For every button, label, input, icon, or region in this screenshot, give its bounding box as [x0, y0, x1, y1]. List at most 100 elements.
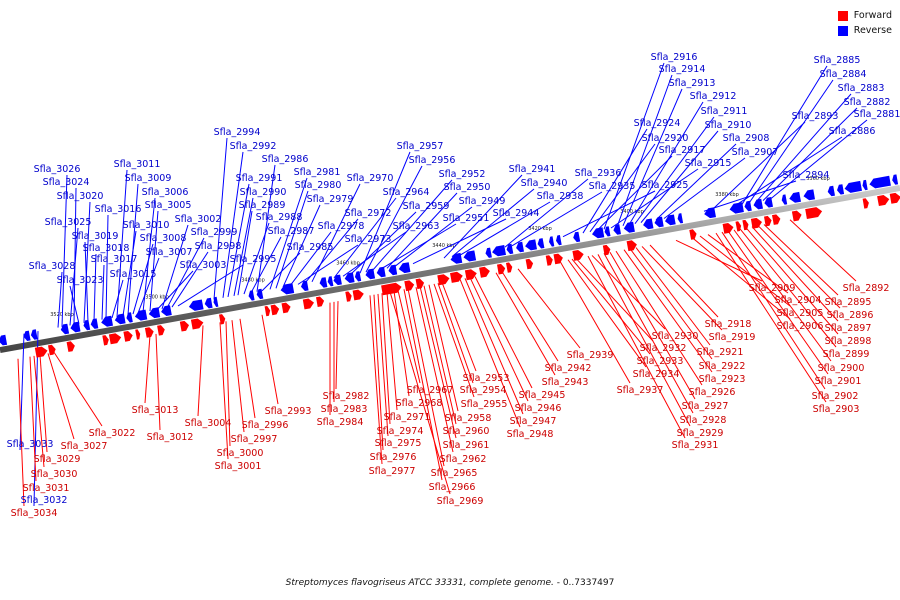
- leader-line: [591, 255, 666, 330]
- leader-line: [386, 192, 458, 269]
- reverse-gene-arrow: [161, 305, 172, 316]
- reverse-gene-label: Sfla_2938: [537, 191, 584, 202]
- forward-gene-label: Sfla_2943: [542, 377, 589, 388]
- leader-line: [655, 143, 737, 221]
- reverse-gene-label: Sfla_2991: [236, 173, 283, 184]
- leader-line: [428, 284, 459, 412]
- leader-line: [282, 204, 321, 288]
- leader-line: [745, 227, 839, 335]
- forward-gene-label: Sfla_3030: [31, 469, 78, 480]
- forward-gene-arrow: [144, 327, 154, 338]
- forward-gene-label: Sfla_2983: [321, 404, 368, 415]
- reverse-gene-arrow: [623, 221, 635, 233]
- reverse-gene-label: Sfla_2936: [575, 168, 622, 179]
- reverse-gene-label: Sfla_2980: [295, 180, 342, 191]
- reverse-gene-arrow: [248, 290, 255, 301]
- forward-gene-label: Sfla_2909: [749, 283, 796, 294]
- forward-gene-label: Sfla_3000: [217, 448, 264, 459]
- reverse-gene-arrow: [525, 239, 537, 251]
- reverse-gene-label: Sfla_2989: [239, 200, 286, 211]
- reverse-gene-label: Sfla_2990: [240, 187, 287, 198]
- reverse-gene-label: Sfla_2959: [403, 201, 450, 212]
- reverse-gene-arrow: [827, 185, 835, 197]
- reverse-gene-label: Sfla_2916: [651, 52, 698, 63]
- reverse-gene-label: Sfla_3015: [110, 269, 157, 280]
- leader-line: [751, 226, 839, 322]
- leader-line: [69, 227, 79, 326]
- forward-gene-arrow: [497, 263, 506, 275]
- forward-gene-label: Sfla_2996: [242, 420, 289, 431]
- leader-line: [443, 174, 523, 259]
- reverse-gene-arrow: [280, 283, 295, 295]
- forward-gene-label: Sfla_2968: [396, 398, 443, 409]
- reverse-gene-label: Sfla_2999: [191, 227, 238, 238]
- leader-line: [615, 250, 703, 386]
- forward-gene-arrow: [626, 240, 637, 252]
- forward-gene-arrow: [281, 302, 291, 314]
- scale-tick-label: 3500 kbp: [145, 295, 169, 301]
- leader-line: [349, 211, 417, 276]
- forward-gene-label: Sfla_3029: [34, 454, 81, 465]
- reverse-gene-arrow: [126, 312, 133, 323]
- forward-gene-arrow: [404, 280, 415, 292]
- forward-gene-label: Sfla_2942: [545, 363, 592, 374]
- leader-line: [127, 183, 139, 315]
- forward-gene-label: Sfla_2933: [637, 356, 684, 367]
- reverse-gene-label: Sfla_2944: [493, 208, 540, 219]
- forward-gene-label: Sfla_2984: [317, 417, 364, 428]
- leader-line: [381, 293, 391, 425]
- forward-gene-arrow: [102, 335, 109, 346]
- leader-line: [437, 282, 474, 384]
- reverse-gene-arrow: [764, 197, 773, 208]
- forward-gene-arrow: [877, 195, 890, 206]
- forward-gene-label: Sfla_2919: [709, 332, 756, 343]
- forward-gene-label: Sfla_2929: [677, 428, 724, 439]
- reverse-gene-label: Sfla_3024: [43, 177, 90, 188]
- forward-gene-label: Sfla_2947: [510, 416, 557, 427]
- reverse-gene-label: Sfla_2985: [287, 242, 334, 253]
- leader-line: [755, 93, 852, 203]
- reverse-gene-label: Sfla_2970: [347, 173, 394, 184]
- leader-line: [393, 291, 410, 397]
- reverse-gene-label: Sfla_2949: [459, 196, 506, 207]
- leader-line: [597, 254, 691, 427]
- reverse-gene-arrow: [592, 227, 605, 239]
- forward-gene-arrow: [123, 331, 133, 342]
- forward-gene-arrow: [750, 217, 762, 229]
- scale-tick-label: 3480 kbp: [241, 277, 265, 283]
- reverse-gene-label: Sfla_2882: [844, 97, 891, 108]
- forward-gene-label: Sfla_2953: [463, 373, 510, 384]
- reverse-gene-arrow: [301, 280, 309, 291]
- forward-gene-arrow: [415, 278, 425, 290]
- leader-line: [675, 239, 763, 282]
- leader-line: [33, 355, 45, 468]
- reverse-gene-arrow: [837, 184, 845, 195]
- reverse-gene-label: Sfla_3028: [29, 261, 76, 272]
- forward-gene-label: Sfla_2997: [231, 434, 278, 445]
- reverse-gene-label: Sfla_3009: [125, 173, 172, 184]
- forward-gene-arrow: [302, 298, 314, 310]
- forward-gene-arrow: [764, 215, 772, 227]
- leader-line: [397, 290, 421, 384]
- forward-gene-label: Sfla_2934: [633, 369, 680, 380]
- leader-line: [474, 276, 533, 389]
- caption-organism: Streptomyces flavogriseus ATCC 33331, co…: [285, 578, 554, 588]
- forward-gene-label: Sfla_2965: [431, 468, 478, 479]
- reverse-gene-arrow: [204, 297, 213, 309]
- reverse-gene-arrow: [556, 235, 562, 246]
- forward-gene-label: Sfla_2982: [323, 391, 370, 402]
- forward-gene-arrow: [179, 320, 189, 332]
- forward-gene-label: Sfla_2975: [375, 438, 422, 449]
- reverse-gene-label: Sfla_3008: [140, 233, 187, 244]
- leader-line: [741, 65, 828, 205]
- reverse-gene-label: Sfla_3003: [180, 260, 227, 271]
- reverse-gene-label: Sfla_2911: [701, 106, 748, 117]
- reverse-gene-arrow: [744, 200, 752, 212]
- leader-line: [225, 321, 231, 447]
- reverse-gene-label: Sfla_2885: [814, 55, 861, 66]
- reverse-gene-arrow: [485, 247, 492, 258]
- reverse-gene-arrow: [30, 329, 38, 340]
- leader-line: [47, 353, 75, 440]
- forward-gene-arrow: [345, 291, 352, 302]
